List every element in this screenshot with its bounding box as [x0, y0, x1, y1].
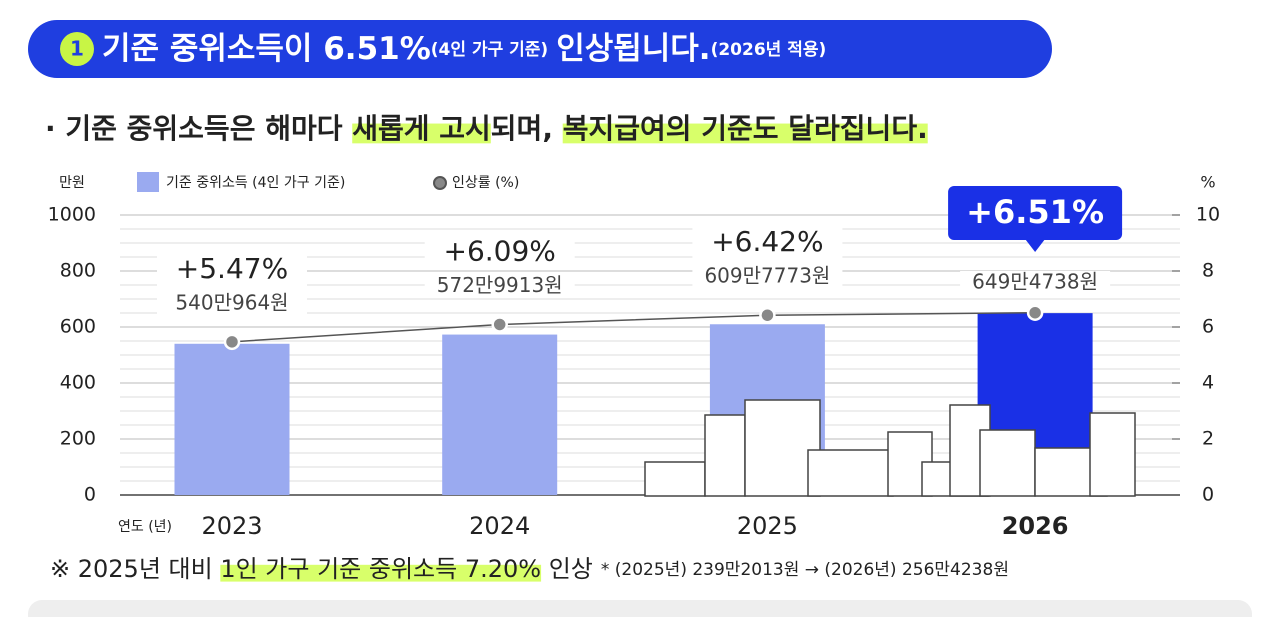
y2-tick-label: 10	[1196, 204, 1220, 226]
banner-note: (4인 가구 기준)	[431, 40, 548, 60]
label-background	[424, 274, 575, 299]
y-tick-label: 200	[60, 428, 96, 450]
highlight-background	[562, 123, 928, 144]
y2-axis-label: %	[1200, 173, 1215, 192]
y-axis-label: 만원	[59, 175, 85, 191]
subtitle: · 기준 중위소득은 해마다 새롭게 고시되며, 복지급여의 기준도 달라집니다…	[45, 112, 928, 145]
subtitle-part: · 기준 중위소득은 해마다	[45, 112, 352, 145]
banner-main: 기준 중위소득이 6.51%	[102, 31, 431, 67]
bottom-panel	[28, 600, 1252, 617]
x-tick-label: 2024	[469, 512, 530, 540]
label-background	[692, 265, 843, 290]
x-tick-label: 2025	[737, 512, 798, 540]
amount-label: 540만964원	[175, 290, 288, 314]
label-background	[692, 225, 843, 262]
rate-label: +6.09%	[443, 234, 555, 267]
rate-line	[231, 311, 1036, 343]
amount-label: 572만9913원	[437, 273, 563, 297]
subtitle-highlight: 복지급여의 기준도 달라집니다.	[563, 112, 928, 145]
y2-tick-label: 6	[1202, 316, 1214, 338]
subtitle-highlight: 새롭게 고시	[352, 112, 491, 145]
x-tick-label: 2023	[201, 512, 262, 540]
label-background	[960, 271, 1111, 295]
rate-label: +6.42%	[711, 225, 823, 258]
footnote: ※ 2025년 대비 1인 가구 기준 중위소득 7.20% 인상 * (2025…	[50, 555, 1009, 583]
footnote-highlight: 1인 가구 기준 중위소득 7.20%	[220, 555, 541, 583]
label-background	[157, 251, 307, 288]
x-tick-label: 2026	[1002, 512, 1069, 540]
amount-label: 609만7773원	[704, 264, 830, 288]
banner-badge	[60, 32, 94, 66]
bar	[174, 343, 290, 495]
amount-label: 649만4738원	[972, 270, 1098, 294]
legend-label: 인상률 (%)	[452, 175, 519, 191]
banner-note: (2026년 적용)	[711, 40, 827, 60]
y-tick-label: 0	[84, 484, 96, 506]
y-tick-label: 600	[60, 316, 96, 338]
y2-tick-label: 8	[1202, 260, 1214, 282]
y-tick-label: 800	[60, 260, 96, 282]
rate-point	[491, 316, 508, 333]
callout	[948, 186, 1123, 240]
y-tick-label: 1000	[48, 204, 96, 226]
footnote-lead: ※ 2025년 대비	[50, 555, 220, 583]
subtitle-part: 되며,	[491, 112, 563, 145]
callout-pointer	[1025, 239, 1046, 252]
y2-tick-label: 2	[1202, 428, 1214, 450]
buildings-illustration	[644, 399, 1136, 497]
y2-tick-label: 4	[1202, 372, 1214, 394]
rate-point	[223, 333, 241, 351]
y2-tick-label: 0	[1202, 484, 1214, 506]
banner	[28, 20, 1052, 78]
banner-text: 기준 중위소득이 6.51%(4인 가구 기준) 인상됩니다.(2026년 적용)	[102, 31, 826, 67]
label-background	[157, 291, 307, 316]
legend-label: 기준 중위소득 (4인 가구 기준)	[166, 175, 345, 191]
legend-swatch	[137, 172, 159, 192]
x-axis-label: 연도 (년)	[118, 519, 172, 535]
rate-point	[759, 306, 776, 324]
rate-label: +6.51%	[966, 193, 1104, 231]
rate-label: +5.47%	[176, 252, 288, 285]
banner-number: 1	[70, 37, 84, 61]
banner-tail: 인상됩니다.	[556, 31, 710, 67]
bar	[442, 334, 558, 495]
footnote-detail: * (2025년) 239만2013원 → (2026년) 256만4238원	[601, 560, 1009, 580]
highlight-background	[220, 564, 542, 582]
label-background	[424, 234, 575, 271]
rate-point	[1026, 304, 1044, 321]
subtitle-text: · 기준 중위소득은 해마다 새롭게 고시되며, 복지급여의 기준도 달라집니다…	[45, 112, 928, 145]
highlight-background	[352, 123, 491, 144]
footnote-tail: 인상	[541, 555, 593, 583]
y-tick-label: 400	[60, 372, 96, 394]
legend-swatch	[433, 176, 447, 190]
